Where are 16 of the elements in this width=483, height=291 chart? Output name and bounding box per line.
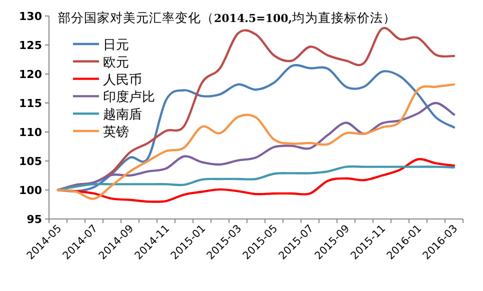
y-tick-label: 95: [26, 213, 42, 226]
y-tick-label: 130: [19, 10, 42, 23]
legend-label: 日元: [103, 38, 129, 53]
legend-label: 人民币: [103, 72, 142, 88]
y-tick-label: 110: [19, 126, 42, 139]
y-tick-label: 100: [19, 184, 42, 197]
legend-label: 印度卢比: [103, 89, 155, 106]
y-tick-label: 120: [19, 68, 42, 81]
y-tick-label: 105: [19, 155, 42, 168]
y-tick-label: 125: [19, 39, 42, 52]
y-tick-label: 115: [19, 97, 42, 110]
legend-label: 英镑: [103, 125, 129, 140]
line-series: [56, 165, 456, 192]
legend-label: 欧元: [103, 55, 129, 70]
legend-label: 越南盾: [103, 108, 142, 123]
chart-title: 部分国家对美元汇率变化（2014.5=100,均为直接标价法）: [58, 10, 396, 25]
